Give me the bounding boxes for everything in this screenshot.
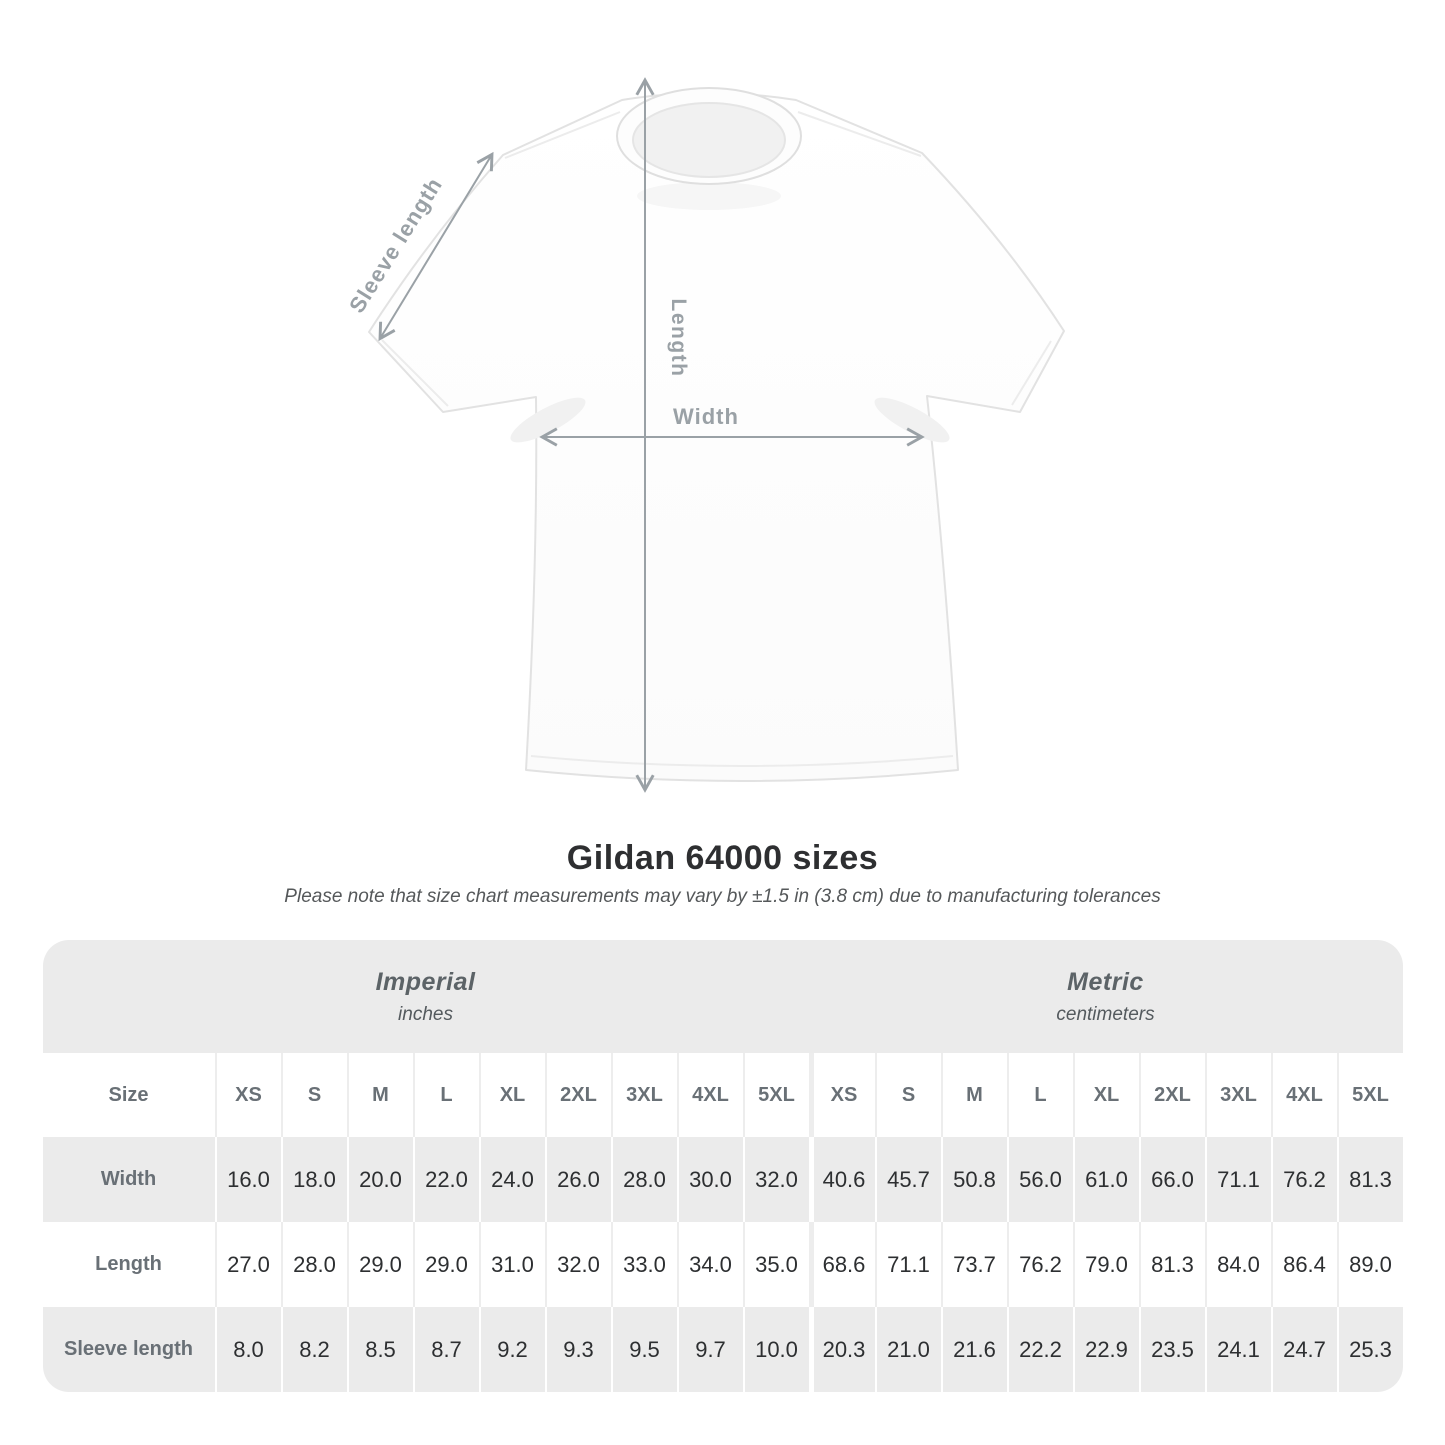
column-header: M <box>940 1053 1007 1137</box>
size-diagram: Sleeve length Length Width <box>344 77 1065 793</box>
column-header: 5XL <box>742 1053 809 1137</box>
size-header-row: Size XS S M L XL 2XL 3XL 4XL 5XL XS S M … <box>42 1053 1403 1137</box>
table-cell: 24.1 <box>1204 1307 1271 1392</box>
table-cell: 79.0 <box>1072 1222 1139 1307</box>
table-cell: 76.2 <box>1270 1137 1337 1222</box>
tshirt-graphic: Sleeve length Length Width <box>344 77 1065 793</box>
row-label: Sleeve length <box>64 1338 193 1360</box>
imperial-label: Imperial <box>375 967 476 996</box>
table-cell: 9.3 <box>544 1307 611 1392</box>
table-cell: 56.0 <box>1006 1137 1073 1222</box>
table-cell: 26.0 <box>544 1137 611 1222</box>
table-cell: 84.0 <box>1204 1222 1271 1307</box>
table-cell: 32.0 <box>742 1137 809 1222</box>
page-title: Gildan 64000 sizes <box>566 839 879 877</box>
column-header: XL <box>1072 1053 1139 1137</box>
table-cell: 71.1 <box>1204 1137 1271 1222</box>
table-cell: 89.0 <box>1336 1222 1403 1307</box>
size-table: Imperial inches Metric centimeters Size … <box>42 940 1403 1392</box>
table-cell: 68.6 <box>808 1222 875 1307</box>
table-cell: 73.7 <box>940 1222 1007 1307</box>
table-cell: 18.0 <box>280 1137 347 1222</box>
table-cell: 28.0 <box>280 1222 347 1307</box>
column-header: S <box>874 1053 941 1137</box>
width-label: Width <box>673 404 739 429</box>
metric-unit: centimeters <box>1056 1003 1155 1025</box>
row-label: Width <box>100 1168 157 1190</box>
column-header: L <box>412 1053 479 1137</box>
table-cell: 81.3 <box>1138 1222 1205 1307</box>
table-cell: 25.3 <box>1336 1307 1403 1392</box>
table-cell: 71.1 <box>874 1222 941 1307</box>
column-header: 2XL <box>544 1053 611 1137</box>
table-cell: 23.5 <box>1138 1307 1205 1392</box>
table-cell: 61.0 <box>1072 1137 1139 1222</box>
table-cell: 27.0 <box>214 1222 281 1307</box>
table-cell: 81.3 <box>1336 1137 1403 1222</box>
table-cell: 16.0 <box>214 1137 281 1222</box>
table-row-length: Length 27.0 28.0 29.0 29.0 31.0 32.0 33.… <box>42 1222 1403 1307</box>
column-header: 3XL <box>610 1053 677 1137</box>
table-cell: 20.0 <box>346 1137 413 1222</box>
table-cell: 30.0 <box>676 1137 743 1222</box>
column-header: XS <box>808 1053 875 1137</box>
column-header: 2XL <box>1138 1053 1205 1137</box>
table-cell: 21.0 <box>874 1307 941 1392</box>
column-header: L <box>1006 1053 1073 1137</box>
row-label: Length <box>95 1253 162 1275</box>
column-header: XL <box>478 1053 545 1137</box>
table-cell: 32.0 <box>544 1222 611 1307</box>
table-cell: 31.0 <box>478 1222 545 1307</box>
table-cell: 20.3 <box>808 1307 875 1392</box>
unit-band: Imperial inches Metric centimeters <box>42 940 1403 1053</box>
table-row-sleeve-length: Sleeve length 8.0 8.2 8.5 8.7 9.2 9.3 9.… <box>42 1307 1403 1392</box>
unit-group-imperial: Imperial inches <box>43 940 809 1053</box>
table-cell: 8.2 <box>280 1307 347 1392</box>
table-cell: 21.6 <box>940 1307 1007 1392</box>
table-cell: 40.6 <box>808 1137 875 1222</box>
table-cell: 45.7 <box>874 1137 941 1222</box>
tshirt-shape <box>368 87 1065 782</box>
column-header: S <box>280 1053 347 1137</box>
table-cell: 10.0 <box>742 1307 809 1392</box>
table-cell: 9.2 <box>478 1307 545 1392</box>
imperial-unit: inches <box>398 1003 453 1025</box>
table-cell: 28.0 <box>610 1137 677 1222</box>
table-cell: 66.0 <box>1138 1137 1205 1222</box>
table-cell: 22.9 <box>1072 1307 1139 1392</box>
size-header: Size <box>108 1083 149 1106</box>
table-cell: 35.0 <box>742 1222 809 1307</box>
column-header: M <box>346 1053 413 1137</box>
table-cell: 24.7 <box>1270 1307 1337 1392</box>
sleeve-length-arrow <box>378 151 494 342</box>
table-cell: 9.7 <box>676 1307 743 1392</box>
column-header: 4XL <box>676 1053 743 1137</box>
table-row-width: Width 16.0 18.0 20.0 22.0 24.0 26.0 28.0… <box>42 1137 1403 1222</box>
tolerance-note: Please note that size chart measurements… <box>284 886 1161 907</box>
column-header: XS <box>214 1053 281 1137</box>
table-cell: 33.0 <box>610 1222 677 1307</box>
table-cell: 29.0 <box>346 1222 413 1307</box>
metric-label: Metric <box>1067 967 1144 996</box>
table-cell: 22.2 <box>1006 1307 1073 1392</box>
table-cell: 24.0 <box>478 1137 545 1222</box>
unit-group-metric: Metric centimeters <box>809 940 1403 1053</box>
column-header: 3XL <box>1204 1053 1271 1137</box>
table-cell: 50.8 <box>940 1137 1007 1222</box>
table-cell: 86.4 <box>1270 1222 1337 1307</box>
column-header: 5XL <box>1336 1053 1403 1137</box>
table-cell: 9.5 <box>610 1307 677 1392</box>
table-cell: 8.5 <box>346 1307 413 1392</box>
table-cell: 8.0 <box>214 1307 281 1392</box>
table-cell: 29.0 <box>412 1222 479 1307</box>
table-cell: 8.7 <box>412 1307 479 1392</box>
table-cell: 22.0 <box>412 1137 479 1222</box>
table-cell: 76.2 <box>1006 1222 1073 1307</box>
table-cell: 34.0 <box>676 1222 743 1307</box>
length-label: Length <box>667 299 690 378</box>
column-header: 4XL <box>1270 1053 1337 1137</box>
